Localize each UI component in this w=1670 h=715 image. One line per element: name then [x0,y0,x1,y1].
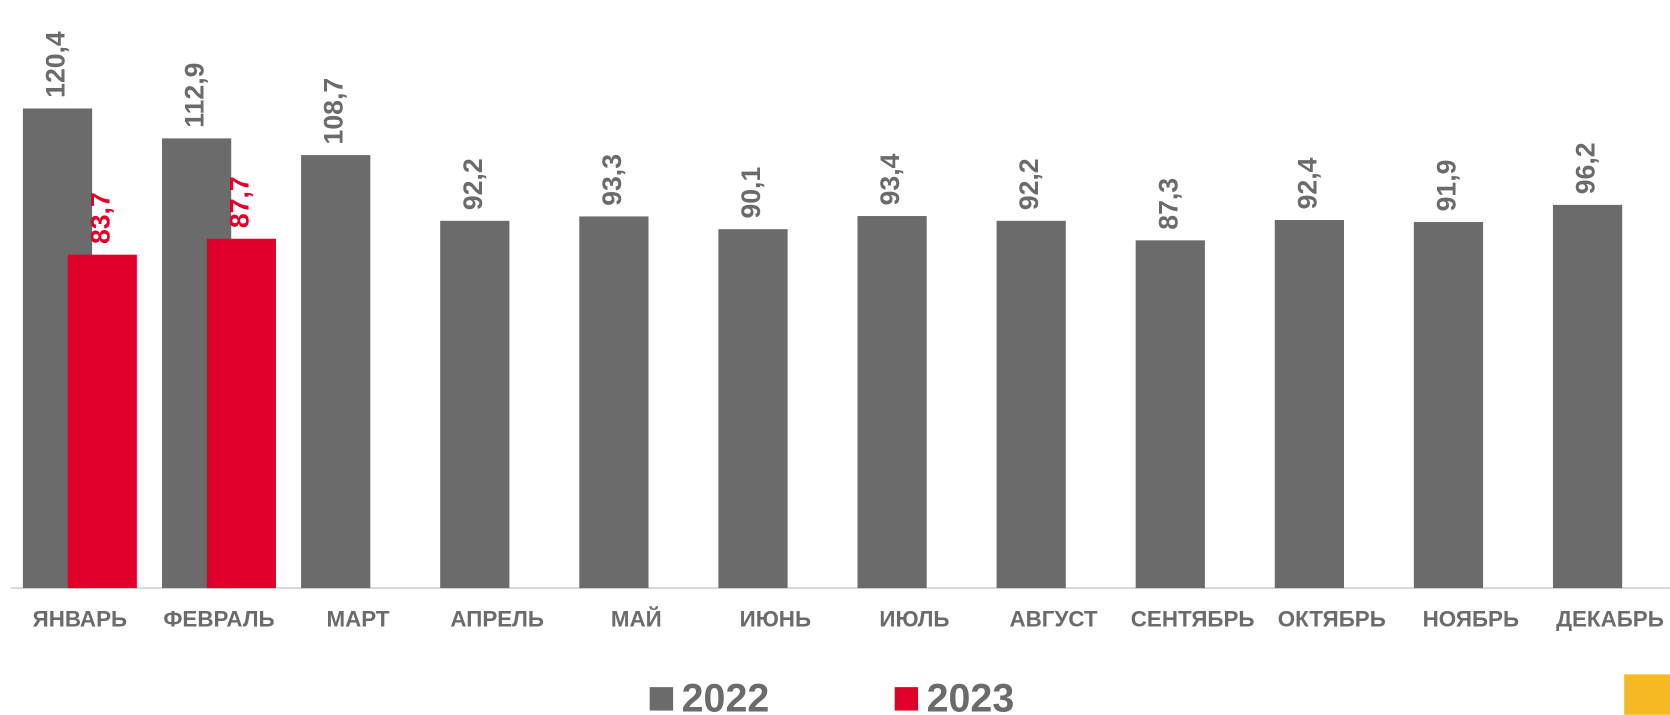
value-label: 108,7 [319,78,349,145]
value-label: 91,9 [1432,160,1462,212]
x-tick-label: МАРТ [327,606,390,631]
value-label: 83,7 [85,192,115,244]
bar [718,229,788,589]
x-tick-label: СЕНТЯБРЬ [1131,606,1255,631]
value-label: 87,7 [224,176,254,228]
value-label: 93,4 [875,153,905,205]
value-label: 120,4 [41,31,71,98]
bar [1274,220,1344,589]
bar [1135,240,1205,589]
x-tick-label: ДЕКАБРЬ [1556,606,1664,631]
x-tick-label: ФЕВРАЛЬ [163,606,274,631]
x-tick-label: НОЯБРЬ [1423,606,1519,631]
value-label: 93,3 [597,154,627,206]
bar [67,254,137,589]
legend-swatch [649,687,674,711]
bar [1413,222,1484,589]
bar [857,216,927,589]
bar [440,220,510,589]
x-tick-label: ИЮНЬ [740,606,811,631]
legend-label: 2023 [927,677,1015,715]
legend-label: 2022 [682,677,770,715]
value-label: 112,9 [180,63,210,128]
x-tick-label: ОКТЯБРЬ [1278,606,1386,631]
value-label: 87,3 [1153,178,1183,230]
bar [579,216,649,589]
x-tick-label: АВГУСТ [1009,606,1097,631]
value-label: 96,2 [1571,142,1601,194]
legend-swatch [894,687,919,711]
corner-badge [1624,674,1670,715]
x-tick-label: АПРЕЛЬ [450,606,544,631]
value-label: 90,1 [736,167,766,219]
bar [206,238,276,589]
value-label: 92,2 [458,158,488,210]
x-tick-label: ЯНВАРЬ [33,606,127,631]
x-tick-label: ИЮЛЬ [879,606,949,631]
value-label: 92,4 [1292,157,1322,209]
x-tick-label: МАЙ [611,606,662,631]
bar [1552,204,1623,589]
bar [996,220,1066,589]
bar [301,155,371,589]
value-label: 92,2 [1014,158,1044,210]
